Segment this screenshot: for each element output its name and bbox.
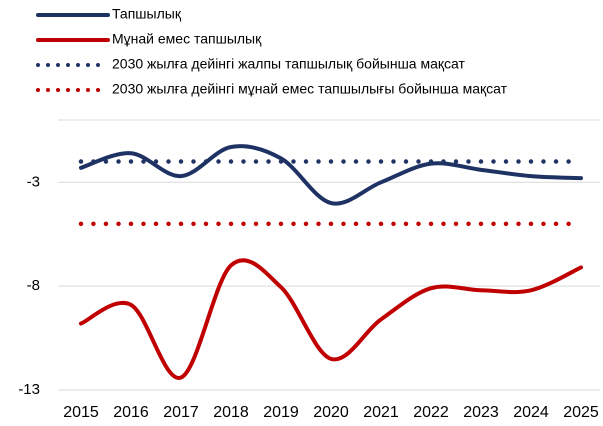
x-tick-label: 2023 [463, 404, 499, 421]
x-tick-label: 2025 [563, 404, 599, 421]
x-tick-label: 2024 [513, 404, 549, 421]
legend-label: 2030 жылға дейінгі мұнай емес тапшылығы … [112, 81, 508, 97]
y-tick-label: -3 [27, 173, 40, 190]
legend-label: Мұнай емес тапшылық [112, 31, 262, 47]
y-tick-label: -8 [27, 277, 40, 294]
series-line [79, 144, 583, 206]
legend-label: 2030 жылға дейінгі жалпы тапшылық бойынш… [112, 56, 465, 72]
x-tick-label: 2021 [363, 404, 399, 421]
series-line [79, 258, 583, 380]
x-tick-label: 2022 [413, 404, 449, 421]
x-tick-label: 2016 [113, 404, 149, 421]
legend-label: Тапшылық [112, 6, 182, 22]
x-tick-label: 2019 [263, 404, 299, 421]
x-tick-label: 2017 [163, 404, 199, 421]
x-tick-label: 2020 [313, 404, 349, 421]
x-tick-label: 2018 [213, 404, 249, 421]
x-tick-label: 2015 [63, 404, 99, 421]
y-tick-label: -13 [18, 381, 40, 398]
